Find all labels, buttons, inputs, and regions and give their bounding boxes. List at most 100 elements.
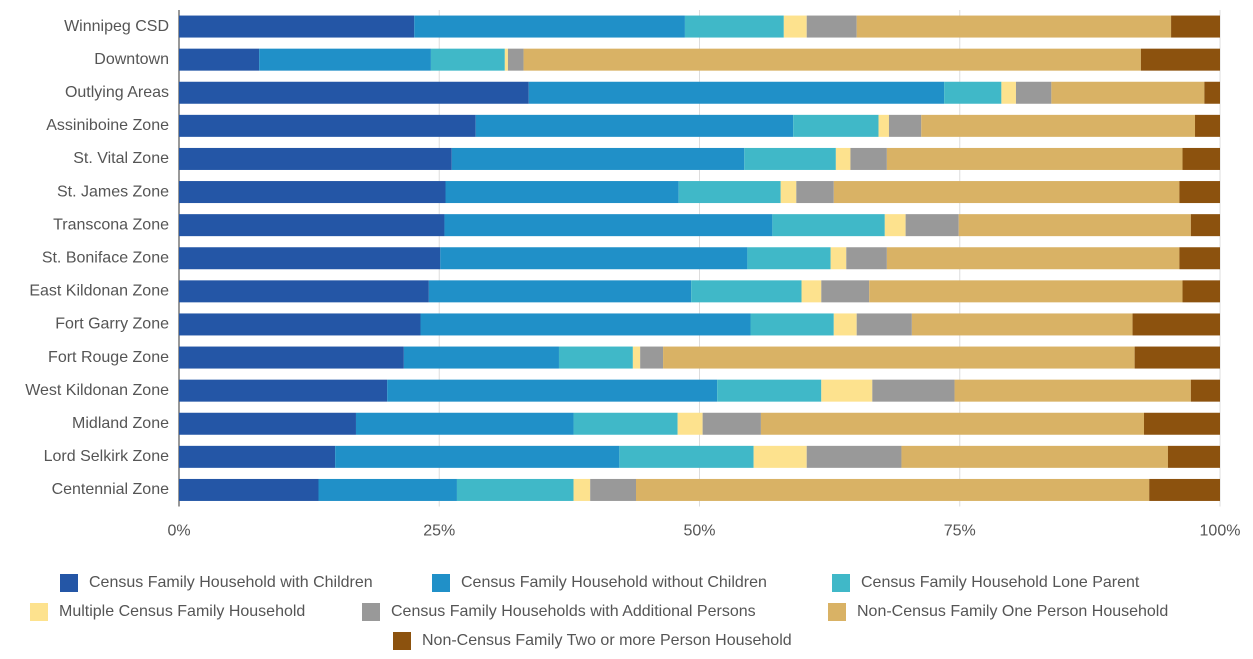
bar-segment (318, 478, 457, 501)
y-tick-label: Fort Garry Zone (55, 316, 169, 333)
bar-segment (1179, 181, 1220, 204)
legend-swatch (832, 574, 850, 592)
bar-segment (507, 48, 524, 71)
bar-segment (753, 445, 807, 468)
bar-segment (760, 412, 1145, 435)
bar-segment (445, 181, 679, 204)
bar-segment (663, 346, 1135, 369)
y-tick-label: Centennial Zone (52, 481, 170, 498)
bar-segment (1051, 81, 1205, 104)
bar-segment (632, 346, 641, 369)
bar-segment (573, 412, 678, 435)
bar-segment (886, 147, 1183, 170)
bar-segment (954, 379, 1191, 402)
bar-segment (179, 379, 388, 402)
bar-segment (179, 346, 404, 369)
bar-segment (886, 247, 1180, 270)
bar-segment (179, 247, 441, 270)
bar-segment (451, 147, 745, 170)
bar-segment (1140, 48, 1220, 71)
bar-segment (179, 412, 356, 435)
bar-segment (796, 181, 834, 204)
bar-segment (420, 313, 751, 336)
bar-segment (1149, 478, 1220, 501)
y-tick-label: Downtown (94, 51, 169, 68)
bar-segment (179, 214, 445, 237)
bar-segment (1179, 247, 1220, 270)
bar-segment (846, 247, 887, 270)
bar-segment (1190, 214, 1220, 237)
bar-segment (590, 478, 636, 501)
bar-segment (869, 280, 1183, 303)
bar-segment (1144, 412, 1220, 435)
bar-segment (335, 445, 620, 468)
legend-label: Census Family Households with Additional… (391, 603, 756, 620)
bar-segment (1167, 445, 1220, 468)
bar-segment (573, 478, 591, 501)
bar-segment (1132, 313, 1220, 336)
bar-segment (414, 15, 685, 38)
bar-segment (635, 478, 1150, 501)
bar-segment (179, 313, 421, 336)
legend-label: Census Family Household with Children (89, 574, 373, 591)
bar-segment (1134, 346, 1220, 369)
bar-segment (640, 346, 664, 369)
bar-segment (179, 114, 476, 137)
bar-segment (179, 478, 319, 501)
bar-segment (558, 346, 633, 369)
legend-swatch (828, 603, 846, 621)
bar-segment (901, 445, 1168, 468)
bar-segment (475, 114, 794, 137)
bar-segment (528, 81, 945, 104)
legend-swatch (362, 603, 380, 621)
bar-segment (772, 214, 885, 237)
y-tick-label: Midland Zone (72, 415, 169, 432)
bar-segment (428, 280, 692, 303)
bar-segment (717, 379, 822, 402)
bar-segment (355, 412, 574, 435)
bar-segment (878, 114, 889, 137)
x-tick-label: 75% (944, 523, 976, 540)
bar-segment (1171, 15, 1220, 38)
bar-segment (1182, 147, 1220, 170)
legend-label: Census Family Household without Children (461, 574, 767, 591)
bar-segment (619, 445, 754, 468)
bar-segment (750, 313, 834, 336)
y-tick-label: Assiniboine Zone (46, 117, 169, 134)
bar-segment (387, 379, 718, 402)
bar-segment (444, 214, 773, 237)
bar-segment (833, 313, 857, 336)
bar-segment (1190, 379, 1220, 402)
bar-segment (523, 48, 1141, 71)
bar-segment (821, 280, 870, 303)
bar-segment (259, 48, 431, 71)
legend-swatch (393, 632, 411, 650)
y-tick-label: St. James Zone (57, 183, 169, 200)
y-tick-label: St. Boniface Zone (42, 249, 169, 266)
legend-label: Non-Census Family Two or more Person Hou… (422, 632, 792, 649)
bar-segment (801, 280, 822, 303)
bar-segment (179, 81, 529, 104)
legend-label: Multiple Census Family Household (59, 603, 305, 620)
bar-segment (856, 15, 1172, 38)
y-tick-label: Lord Selkirk Zone (44, 448, 169, 465)
bar-segment (678, 181, 781, 204)
legend-swatch (432, 574, 450, 592)
bar-segment (821, 379, 873, 402)
bar-segment (403, 346, 559, 369)
bar-segment (850, 147, 887, 170)
bar-segment (888, 114, 922, 137)
bar-segment (944, 81, 1002, 104)
bar-segment (179, 181, 446, 204)
bar-segment (835, 147, 851, 170)
x-tick-label: 0% (167, 523, 190, 540)
bar-segment (780, 181, 797, 204)
bar-segment (691, 280, 802, 303)
bar-segment (179, 15, 415, 38)
bar-segment (1204, 81, 1220, 104)
bar-segment (884, 214, 906, 237)
x-tick-label: 100% (1200, 523, 1241, 540)
bar-segment (806, 445, 902, 468)
bar-segment (702, 412, 761, 435)
